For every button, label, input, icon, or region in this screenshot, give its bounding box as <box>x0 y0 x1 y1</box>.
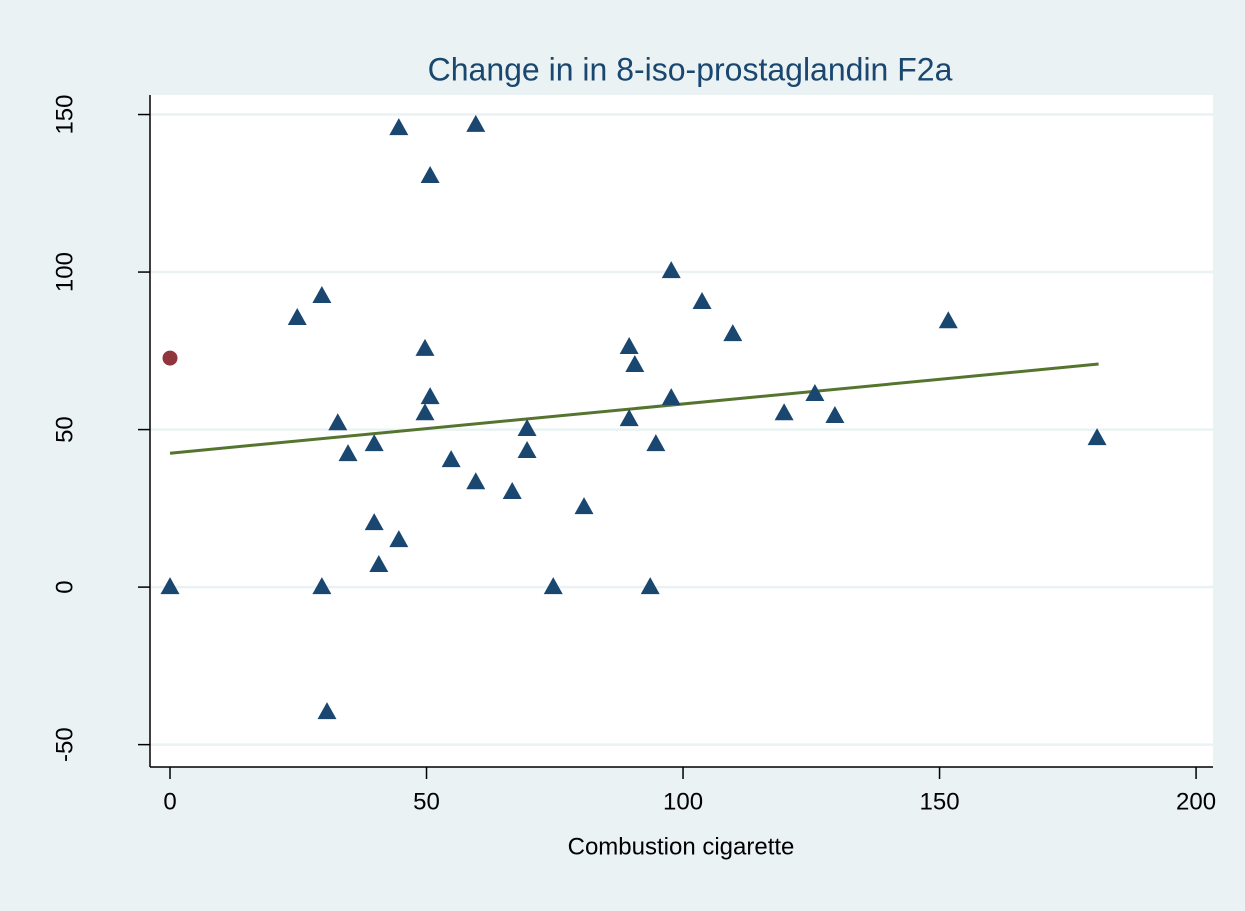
point <box>389 118 409 136</box>
point <box>619 409 639 427</box>
point <box>160 577 180 595</box>
point <box>328 413 348 431</box>
fit-line <box>169 362 1099 455</box>
x-tick-label: 150 <box>920 788 960 815</box>
point <box>517 418 537 436</box>
point <box>420 387 440 405</box>
point <box>441 450 461 468</box>
point <box>364 513 384 531</box>
x-tick-label: 50 <box>413 788 440 815</box>
point <box>162 350 178 366</box>
plot-area <box>150 95 1213 767</box>
point <box>574 497 594 515</box>
point <box>466 114 486 132</box>
point <box>805 383 825 401</box>
y-tick-label: 150 <box>51 95 78 135</box>
x-axis-label: Combustion cigarette <box>568 833 795 860</box>
y-tick-label: 50 <box>51 416 78 443</box>
y-tick-label: 0 <box>51 580 78 593</box>
point <box>640 577 660 595</box>
point <box>312 577 332 595</box>
x-tick-label: 100 <box>663 788 703 815</box>
point <box>287 308 307 326</box>
point <box>661 388 681 406</box>
point <box>723 324 743 342</box>
point <box>369 555 389 573</box>
marks <box>160 114 1107 720</box>
point <box>1087 428 1107 446</box>
x-tick-label: 200 <box>1176 788 1216 815</box>
point <box>317 702 337 720</box>
point <box>364 434 384 452</box>
x-tick-label: 0 <box>163 788 176 815</box>
point <box>825 406 845 424</box>
y-tick-label: -50 <box>51 727 78 762</box>
point <box>389 530 409 548</box>
point <box>502 481 522 499</box>
point <box>543 577 563 595</box>
point <box>312 286 332 304</box>
point <box>774 403 794 421</box>
point <box>625 354 645 372</box>
point <box>692 291 712 309</box>
point <box>420 165 440 183</box>
point <box>661 261 681 279</box>
point <box>415 338 435 356</box>
point <box>646 434 666 452</box>
point <box>619 337 639 355</box>
point <box>338 444 358 462</box>
chart-title: Change in in 8-iso-prostaglandin F2a <box>428 51 953 87</box>
y-tick-label: 100 <box>51 252 78 292</box>
point <box>517 441 537 459</box>
point <box>938 311 958 329</box>
point <box>466 472 486 490</box>
point <box>415 403 435 421</box>
